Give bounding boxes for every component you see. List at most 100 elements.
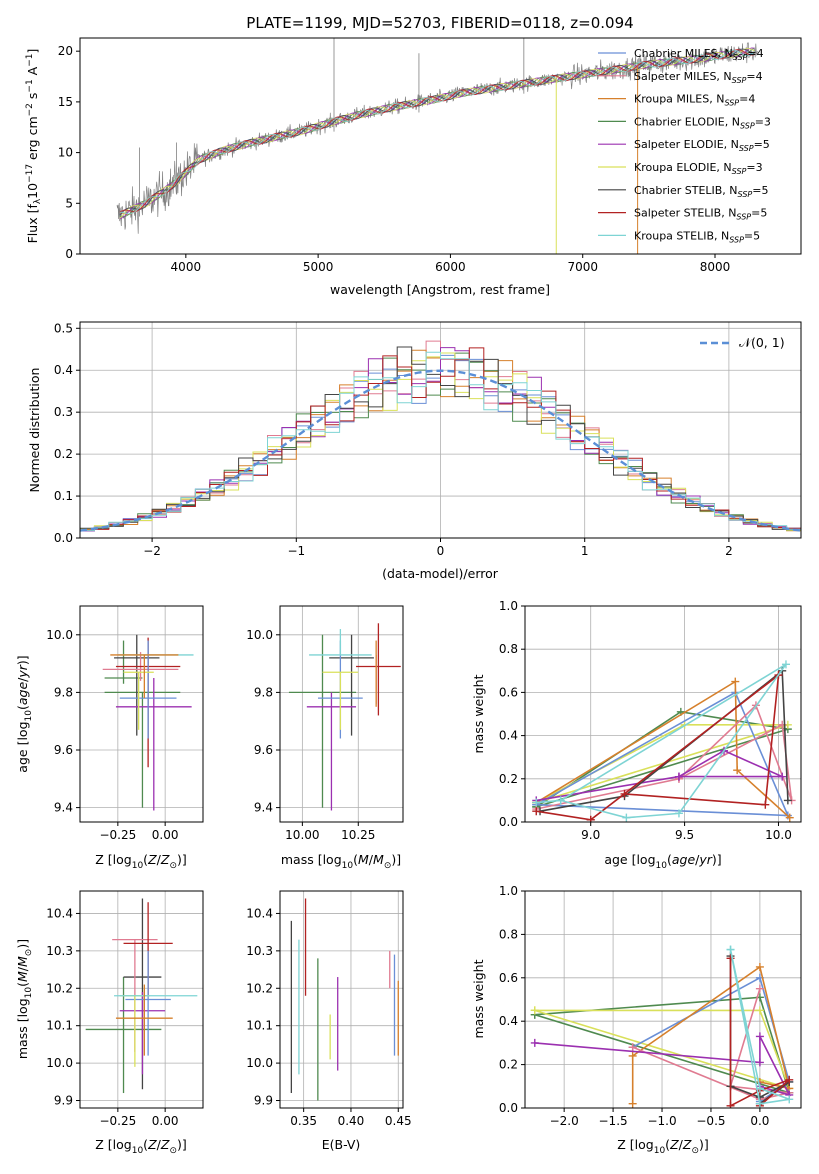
weight-line [536, 663, 787, 819]
x-tick-label: 0.00 [152, 1114, 179, 1128]
x-axis-label: age [log10(age/yr)] [604, 852, 721, 871]
x-tick-label: 2 [725, 544, 733, 558]
weight-marker [726, 945, 735, 954]
y-tick-label: 0.6 [499, 971, 518, 985]
legend-label: Salpeter MILES, NSSP=4 [634, 70, 763, 85]
x-tick-label: 6000 [435, 260, 466, 274]
weight-marker [785, 1095, 794, 1104]
weight-marker [778, 772, 787, 781]
chart-title: PLATE=1199, MJD=52703, FIBERID=0118, z=0… [246, 14, 633, 32]
weight-marker [755, 1084, 764, 1093]
legend: Chabrier MILES, NSSP=4 Salpeter MILES, NS… [598, 47, 771, 244]
y-tick-label: 0.4 [54, 363, 73, 377]
x-tick-label: 0.40 [338, 1114, 365, 1128]
weight-marker [731, 677, 740, 686]
x-tick-label: 5000 [303, 260, 334, 274]
plot-area [116, 38, 758, 254]
x-tick-label: 0 [437, 544, 445, 558]
weight-marker [755, 984, 764, 993]
axes-frame [79, 37, 802, 255]
x-tick-label: −0.25 [99, 1114, 136, 1128]
weight-marker [622, 813, 631, 822]
y-tick-label: 10.0 [46, 1056, 73, 1070]
model-line [119, 49, 755, 215]
legend-label: Chabrier ELODIE, NSSP=3 [634, 115, 771, 130]
y-tick-label: 5 [65, 196, 73, 210]
y-tick-label: 0.2 [54, 447, 73, 461]
weight-marker [674, 772, 683, 781]
weight-line [535, 691, 790, 817]
y-axis-label: mass weight [471, 959, 486, 1038]
legend-label: Salpeter STELIB, NSSP=5 [634, 207, 767, 222]
weight-marker [628, 1051, 637, 1060]
axis-layer: −0.25 0.00 9.4 9.6 9.8 10.0 Z [log10(Z/Z⊙)] age… [15, 605, 204, 871]
x-tick-label: 7000 [567, 260, 598, 274]
weight-marker [628, 1043, 637, 1052]
axis-layer: −2 −1 0 1 2 0.0 0.1 0.2 0.3 0.4 0.5 (data-model)/er… [27, 321, 802, 581]
y-tick-label: 9.8 [254, 685, 273, 699]
axis-layer: 10.00 10.25 9.4 9.6 9.8 10.0 mass [log10(M/M⊙)… [246, 605, 404, 871]
residual-histogram [80, 347, 801, 531]
plot-area [290, 898, 399, 1101]
y-tick-label: 10.1 [246, 1019, 273, 1033]
y-tick-label: 10.3 [246, 944, 273, 958]
weight-marker [530, 1006, 539, 1015]
weight-marker [733, 766, 742, 775]
weight-marker [556, 796, 565, 805]
x-tick-label: −2.0 [550, 1114, 579, 1128]
x-axis-label: mass [log10(M/M⊙)] [281, 852, 401, 871]
panel-mass_vs_ebv: 0.35 0.40 0.45 9.9 10.0 10.1 10.2 10.3 10.4 E(B-V… [246, 890, 412, 1152]
x-tick-label: 9.5 [675, 828, 694, 842]
axis-layer: −0.25 0.00 9.9 10.0 10.1 10.2 10.3 10.4 Z [log10… [15, 890, 204, 1156]
weight-marker [726, 954, 735, 963]
y-axis-label: mass [log10(M/M⊙)] [15, 939, 34, 1059]
x-axis-label: Z [log10(Z/Z⊙)] [95, 1137, 187, 1156]
weight-line [536, 673, 780, 821]
y-tick-label: 0.2 [499, 772, 518, 786]
x-tick-label: −0.25 [99, 828, 136, 842]
y-tick-label: 0.0 [499, 1101, 518, 1115]
legend-label: Chabrier MILES, NSSP=4 [634, 47, 764, 62]
y-tick-label: 10.0 [246, 1056, 273, 1070]
weight-line [535, 724, 789, 804]
x-tick-label: 10.00 [285, 828, 319, 842]
weight-marker [628, 1099, 637, 1108]
y-tick-label: 0.4 [499, 1014, 518, 1028]
model-line [119, 49, 755, 213]
y-tick-label: 10.4 [46, 906, 73, 920]
legend-label: 𝒩(0, 1) [739, 335, 785, 350]
y-tick-label: 9.9 [54, 1094, 73, 1108]
plot-area [530, 945, 794, 1108]
axes-frame [279, 605, 404, 823]
panel-age_vs_mass: 10.00 10.25 9.4 9.6 9.8 10.0 mass [log10(M/M⊙)… [246, 605, 404, 871]
x-tick-label: −1.5 [599, 1114, 628, 1128]
weight-marker [532, 807, 541, 816]
weight-marker [755, 1032, 764, 1041]
model-line [119, 48, 755, 216]
y-tick-label: 10.1 [46, 1019, 73, 1033]
residual-histogram [80, 352, 801, 531]
x-tick-label: 0.45 [385, 1114, 412, 1128]
x-tick-label: −1 [287, 544, 305, 558]
y-tick-label: 10.4 [246, 906, 273, 920]
legend-label: Kroupa STELIB, NSSP=5 [634, 229, 760, 244]
y-tick-label: 20 [58, 44, 73, 58]
weight-line [535, 680, 791, 819]
x-tick-label: 8000 [700, 260, 731, 274]
plot-area [288, 623, 401, 811]
model-line [119, 62, 638, 215]
legend-label: Kroupa ELODIE, NSSP=3 [634, 161, 763, 176]
axes-frame [524, 605, 802, 823]
axis-layer: −2.0 −1.5 −1.0 −0.5 0.0 0.0 0.2 0.4 0.6 0.8 1.0 Z [… [471, 884, 802, 1156]
plot-area [532, 660, 796, 822]
panel-mass_weight_vs_age: 9.0 9.5 10.0 0.0 0.2 0.4 0.6 0.8 1.0 age [log10(a… [471, 599, 802, 871]
axes-frame [279, 890, 404, 1109]
legend-label: Chabrier STELIB, NSSP=5 [634, 184, 768, 199]
y-tick-label: 1.0 [499, 599, 518, 613]
y-tick-label: 10.0 [246, 628, 273, 642]
y-axis-label: age [log10(age/yr)] [15, 655, 34, 772]
y-tick-label: 10.3 [46, 944, 73, 958]
weight-line [534, 1009, 791, 1090]
residual-histogram [80, 347, 801, 532]
